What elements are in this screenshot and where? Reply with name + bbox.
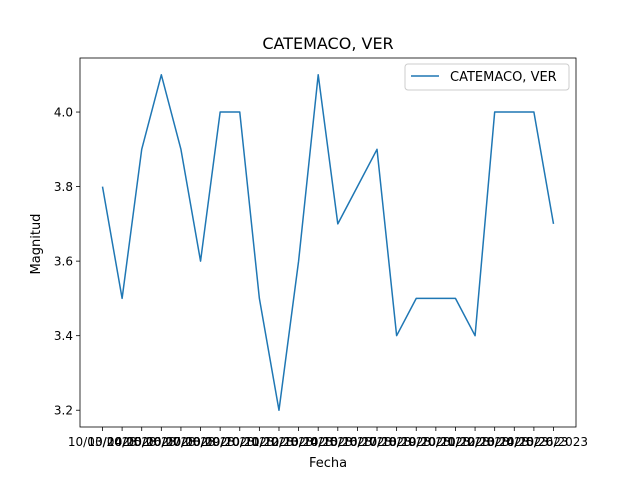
y-tick-label: 3.8 [54,180,73,194]
x-tick-label: 10/26/2023 [519,435,588,449]
legend: CATEMACO, VER [405,64,569,90]
y-tick-label: 3.6 [54,255,73,269]
y-tick-label: 3.4 [54,329,73,343]
chart-title: CATEMACO, VER [262,34,393,53]
legend-label: CATEMACO, VER [450,70,557,85]
y-tick-label: 4.0 [54,106,73,120]
y-tick-label: 3.2 [54,404,73,418]
y-axis-label: Magnitud [29,214,44,275]
x-axis-label: Fecha [309,456,347,471]
